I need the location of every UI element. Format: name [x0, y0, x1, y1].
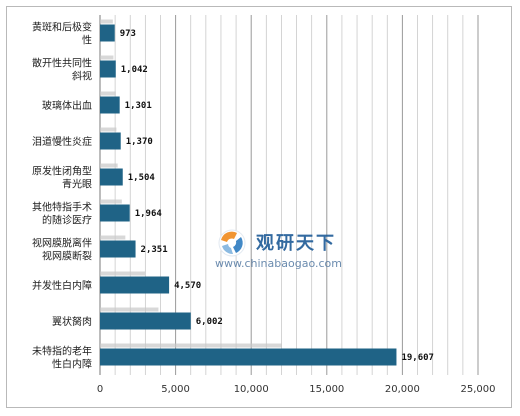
category-label: 翼状胬肉: [52, 315, 92, 328]
bar-shadow: [100, 307, 159, 312]
x-tick-label: 0: [97, 384, 103, 395]
data-label: 6,002: [196, 317, 223, 327]
x-tick-label: 5,000: [161, 384, 190, 395]
bar: [100, 132, 121, 150]
chart-frame: [6, 6, 512, 408]
data-labels: 973 1,042 1,301 1,370 1,504 1,964 2,351 4,570 6,…: [120, 29, 434, 363]
bar: [100, 96, 120, 114]
data-label: 2,351: [141, 245, 168, 255]
data-label: 1,301: [125, 101, 152, 111]
data-label: 1,370: [126, 137, 153, 147]
x-tick-label: 10,000: [234, 384, 269, 395]
bar-shadow: [100, 235, 126, 240]
data-label: 19,607: [401, 353, 434, 363]
category-label: 黄斑和后极变性: [32, 21, 92, 47]
bar-shadow: [100, 19, 113, 24]
category-label: 玻璃体出血: [42, 99, 92, 112]
data-label: 1,504: [128, 173, 156, 183]
data-label: 973: [120, 29, 136, 39]
bar: [100, 24, 115, 42]
category-label: 泪道慢性炎症: [32, 135, 92, 148]
bar: [100, 60, 116, 78]
bar: [100, 312, 191, 330]
category-label: 并发性白内障: [32, 279, 92, 292]
x-tick-label: 25,000: [461, 384, 496, 395]
category-labels: 黄斑和后极变性散开性共同性斜视玻璃体出血泪道慢性炎症原发性闭角型青光眼其他特指手…: [32, 21, 92, 371]
bar-shadow: [100, 127, 117, 132]
data-label: 4,570: [174, 281, 201, 291]
bar: [100, 204, 130, 222]
bar: [100, 276, 170, 294]
bar: [100, 240, 136, 258]
x-tick-label: 15,000: [309, 384, 344, 395]
bar-shadow: [100, 55, 114, 60]
category-label: 散开性共同性斜视: [32, 57, 92, 83]
bar: [100, 168, 123, 186]
data-label: 1,042: [121, 65, 148, 75]
bar-shadow: [100, 91, 116, 96]
category-label: 其他特指手术的随诊医疗: [32, 201, 92, 227]
bar-shadow: [100, 343, 282, 348]
bar-shadow: [100, 271, 146, 276]
watermark-title: 观研天下: [256, 233, 336, 254]
chinabaogao-logo-icon: [218, 229, 246, 257]
watermark-url: www.chinabaogao.com: [215, 257, 342, 270]
bar-shadow: [100, 199, 122, 204]
category-label: 未特指的老年性白内障: [32, 345, 92, 371]
bar: [100, 348, 397, 366]
x-tick-label: 20,000: [385, 384, 420, 395]
category-label: 视网膜脱离伴视网膜断裂: [32, 237, 92, 263]
bars: [100, 19, 397, 366]
bar-shadow: [100, 163, 118, 168]
data-label: 1,964: [135, 209, 163, 219]
watermark: 观研天下 www.chinabaogao.com: [215, 229, 342, 270]
x-axis-ticks: 0 5,000 10,000 15,000 20,000 25,000: [97, 384, 496, 395]
category-label: 原发性闭角型青光眼: [32, 165, 92, 191]
